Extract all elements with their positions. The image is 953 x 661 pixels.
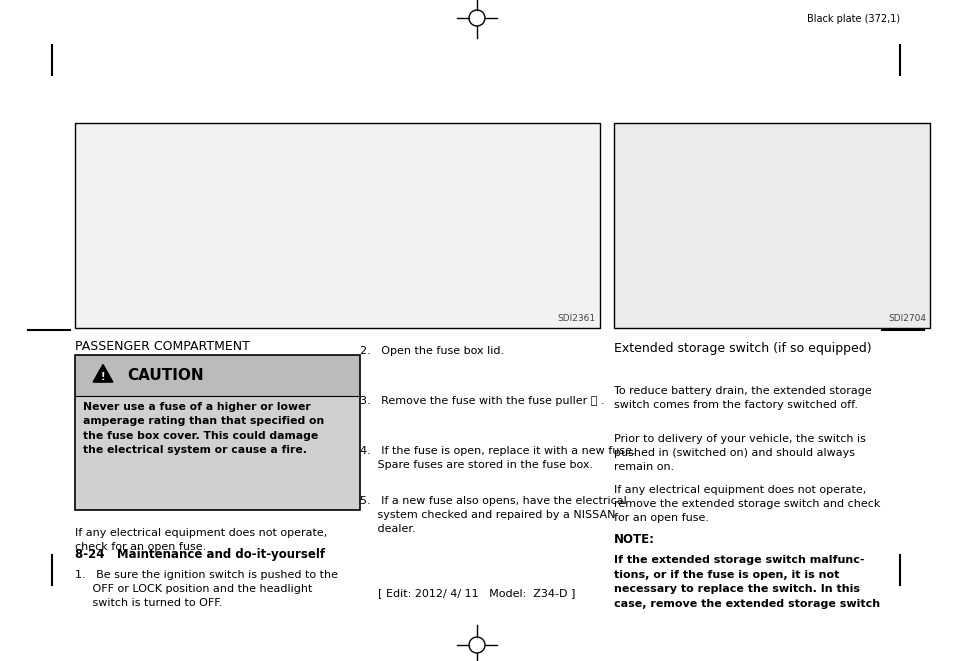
Text: If the extended storage switch malfunc-
tions, or if the fuse is open, it is not: If the extended storage switch malfunc- … [614, 555, 880, 609]
Text: Extended storage switch (if so equipped): Extended storage switch (if so equipped) [614, 342, 871, 355]
Polygon shape [93, 364, 112, 382]
Text: SDI2361: SDI2361 [558, 314, 596, 323]
Text: 2.   Open the fuse box lid.: 2. Open the fuse box lid. [359, 346, 503, 356]
Text: 5.   If a new fuse also opens, have the electrical
     system checked and repai: 5. If a new fuse also opens, have the el… [359, 496, 626, 534]
Text: To reduce battery drain, the extended storage
switch comes from the factory swit: To reduce battery drain, the extended st… [614, 386, 871, 410]
Text: NOTE:: NOTE: [614, 533, 655, 547]
Text: Never use a fuse of a higher or lower
amperage rating than that specified on
the: Never use a fuse of a higher or lower am… [83, 402, 324, 455]
Text: [ Edit: 2012/ 4/ 11   Model:  Z34-D ]: [ Edit: 2012/ 4/ 11 Model: Z34-D ] [378, 588, 575, 598]
Text: Black plate (372,1): Black plate (372,1) [806, 14, 899, 24]
Text: SDI2704: SDI2704 [887, 314, 925, 323]
Text: 8-24   Maintenance and do-it-yourself: 8-24 Maintenance and do-it-yourself [75, 548, 325, 561]
Bar [75, 123, 599, 328]
Bar [614, 123, 929, 328]
Bar [75, 355, 359, 396]
Text: PASSENGER COMPARTMENT: PASSENGER COMPARTMENT [75, 340, 250, 353]
Bar [75, 396, 359, 510]
Text: 3.   Remove the fuse with the fuse puller Ⓐ .: 3. Remove the fuse with the fuse puller … [359, 396, 604, 406]
Text: If any electrical equipment does not operate,
remove the extended storage switch: If any electrical equipment does not ope… [614, 485, 880, 523]
Text: CAUTION: CAUTION [127, 368, 203, 383]
Text: If any electrical equipment does not operate,
check for an open fuse.: If any electrical equipment does not ope… [75, 528, 327, 552]
Text: !: ! [101, 373, 105, 383]
Text: 1.   Be sure the ignition switch is pushed to the
     OFF or LOCK position and : 1. Be sure the ignition switch is pushed… [75, 570, 337, 608]
Text: 4.   If the fuse is open, replace it with a new fuse.
     Spare fuses are store: 4. If the fuse is open, replace it with … [359, 446, 635, 470]
Bar [75, 355, 359, 510]
Text: Prior to delivery of your vehicle, the switch is
pushed in (switched on) and sho: Prior to delivery of your vehicle, the s… [614, 434, 865, 473]
